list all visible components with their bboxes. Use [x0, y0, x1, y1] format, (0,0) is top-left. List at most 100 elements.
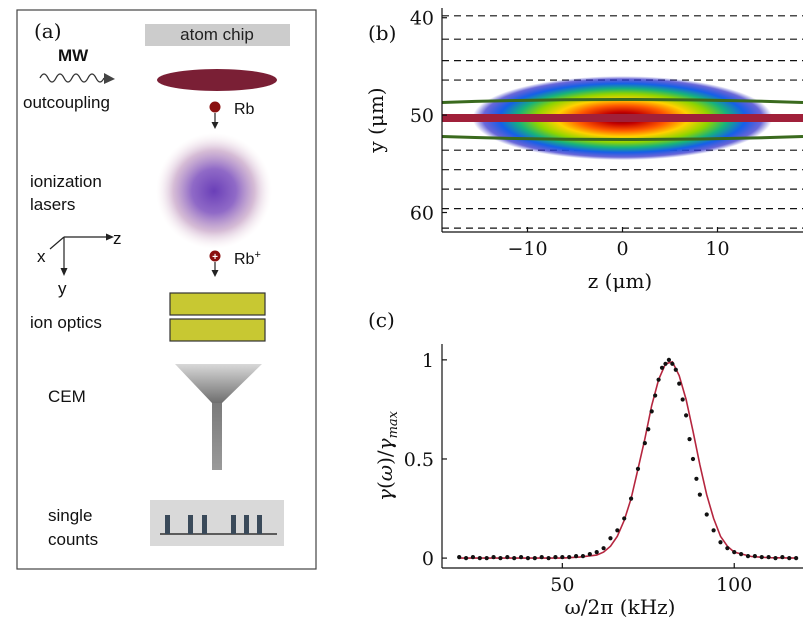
ion-optics-label: ion optics — [30, 313, 102, 332]
single-counts-line2: counts — [48, 530, 98, 549]
data-point — [560, 554, 565, 560]
data-point — [470, 554, 476, 560]
data-point — [773, 555, 778, 561]
data-point — [653, 393, 658, 398]
cem-stem — [212, 403, 222, 470]
panel-b-ytick-label: 60 — [410, 203, 434, 225]
data-point — [587, 552, 592, 557]
data-point — [656, 377, 661, 382]
panel-a: (a) atom chip MW outcoupling Rb ionizati… — [16, 9, 317, 570]
axis-z-head-icon — [106, 233, 114, 241]
data-point — [745, 554, 751, 559]
axis-z-label: z — [113, 229, 122, 248]
axis-y-head-icon — [60, 268, 68, 276]
panel-a-label: (a) — [34, 19, 62, 43]
ionization-region — [156, 133, 272, 249]
panel-b-ytick-label: 50 — [410, 105, 434, 127]
count-pulse — [231, 515, 236, 534]
rb-atom-icon — [209, 101, 221, 113]
data-point — [457, 554, 462, 560]
data-point — [684, 413, 689, 418]
cem-label: CEM — [48, 387, 86, 406]
count-pulse — [188, 515, 193, 534]
data-point — [687, 437, 692, 442]
data-point — [694, 476, 699, 481]
data-point — [512, 555, 517, 561]
data-point — [622, 516, 627, 521]
panel-c-xlabel: ω/2π (kHz) — [565, 595, 676, 619]
ion-optics-plate-top — [169, 292, 266, 316]
data-point — [794, 555, 799, 561]
panel-c-ytick-label: 0.5 — [404, 449, 434, 471]
panel-c-xtick-label: 50 — [550, 574, 574, 596]
data-point — [673, 367, 678, 372]
data-point — [553, 554, 558, 560]
data-point — [659, 365, 665, 370]
data-point — [670, 361, 675, 366]
data-point — [580, 554, 586, 559]
cem-funnel — [175, 364, 262, 403]
data-point — [690, 456, 696, 462]
count-pulse — [244, 515, 249, 534]
data-point — [539, 554, 544, 560]
data-point — [787, 555, 792, 561]
data-point — [677, 381, 682, 386]
data-point — [498, 555, 503, 561]
count-pulse — [257, 515, 262, 534]
data-point — [628, 496, 634, 501]
data-point — [525, 555, 531, 561]
count-pulse — [165, 515, 170, 534]
panel-c-ytick-label: 1 — [422, 350, 434, 372]
data-point — [477, 555, 482, 561]
outcoupling-label: outcoupling — [23, 93, 110, 112]
rb-ion-plus-icon: + — [212, 252, 218, 263]
data-point — [546, 555, 551, 561]
green-contour-upper — [442, 97, 803, 104]
mw-wave-icon — [39, 73, 105, 83]
ionization-label-line1: ionization — [30, 172, 102, 191]
panel-b-xtick-label: 10 — [705, 238, 729, 260]
data-point — [594, 550, 599, 555]
panel-b-xtick-label: 0 — [616, 238, 628, 260]
atom-cloud — [157, 69, 277, 91]
data-point — [649, 409, 654, 414]
rb-label: Rb — [234, 101, 255, 118]
panel-b-xtick-label: −10 — [507, 238, 547, 260]
panel-b-ylabel: y (μm) — [364, 87, 388, 153]
data-point — [752, 554, 757, 559]
data-point — [759, 554, 764, 560]
data-point — [725, 546, 730, 551]
panel-c-ytick-label: 0 — [422, 548, 434, 570]
data-point — [635, 466, 641, 471]
panel-c-xtick-label: 100 — [716, 574, 752, 596]
data-point — [642, 441, 647, 446]
ionization-label-line2: lasers — [30, 195, 75, 214]
data-point — [608, 536, 613, 541]
data-point — [766, 554, 771, 560]
green-contour-lower — [442, 135, 803, 142]
single-counts-line1: single — [48, 506, 92, 525]
axis-y-label: y — [58, 279, 67, 298]
panel-c: (c) 50 100 0 0.5 1 γ(ω)/γmax ω/2π (kHz) — [368, 308, 803, 619]
rb-ion-arrow-head-icon — [211, 270, 219, 277]
mw-label: MW — [58, 46, 89, 65]
panel-b-label: (b) — [368, 21, 396, 45]
atom-chip — [145, 24, 290, 46]
data-point — [484, 555, 489, 561]
data-point — [697, 492, 702, 497]
rb-ion-icon — [209, 250, 221, 262]
data-point — [601, 546, 606, 551]
ion-optics-plate-bottom — [169, 318, 266, 342]
data-point — [518, 554, 524, 560]
data-point — [732, 550, 737, 555]
data-point — [739, 552, 744, 557]
panel-b-ytick-label: 40 — [410, 8, 434, 30]
data-point — [666, 357, 672, 362]
data-point — [780, 554, 785, 560]
data-point — [646, 427, 651, 432]
data-point — [463, 555, 469, 561]
rb-arrow-head-icon — [211, 122, 219, 129]
rb-ion-label: Rb+ — [234, 249, 261, 268]
panel-b-xlabel: z (μm) — [588, 269, 652, 293]
